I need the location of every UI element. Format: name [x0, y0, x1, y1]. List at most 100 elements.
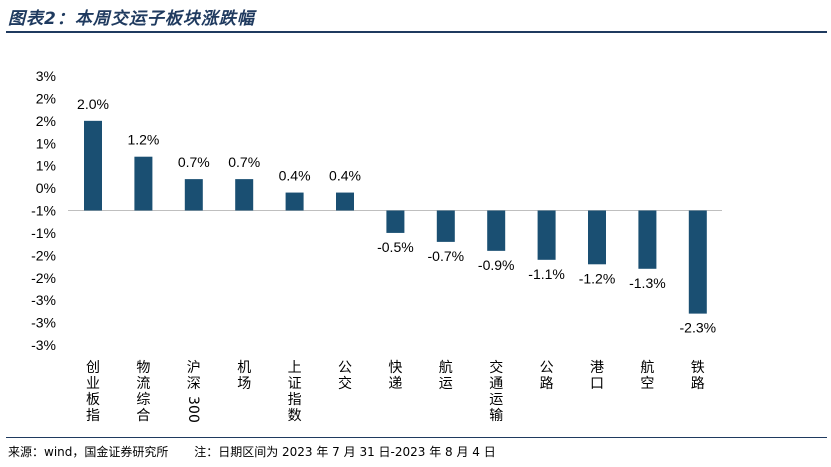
- category-glyph: 0: [185, 414, 201, 423]
- y-tick-label: -3%: [31, 292, 56, 308]
- data-label: -1.1%: [528, 266, 565, 282]
- bar: [537, 210, 556, 260]
- bar: [436, 210, 455, 242]
- category-glyph: 数: [288, 408, 302, 424]
- bar: [285, 192, 304, 211]
- category-glyph: 路: [691, 376, 705, 392]
- category-glyph: 机: [237, 360, 251, 376]
- category-glyph: 公: [338, 360, 352, 376]
- category-glyph: 指: [288, 392, 302, 408]
- category-glyph: 指: [86, 408, 100, 424]
- category-label: 航运: [439, 360, 453, 392]
- bar: [235, 179, 254, 211]
- category-glyph: 运: [439, 376, 453, 392]
- category-glyph: 创: [86, 360, 100, 376]
- footer-rule: [6, 437, 827, 438]
- bar: [134, 156, 153, 211]
- data-label: -0.5%: [377, 239, 414, 255]
- y-tick-label: -2%: [31, 270, 56, 286]
- category-glyph: 物: [136, 360, 150, 376]
- data-label: -0.7%: [428, 248, 465, 264]
- category-label: 公交: [338, 360, 352, 392]
- category-glyph: 综: [136, 392, 150, 408]
- data-label: -0.9%: [478, 257, 515, 273]
- data-label: -1.3%: [629, 275, 666, 291]
- y-tick-label: 2%: [36, 90, 56, 106]
- data-label: 1.2%: [127, 132, 159, 148]
- category-glyph: 3: [185, 396, 201, 405]
- data-label: -1.2%: [579, 270, 616, 286]
- data-label: 0.4%: [329, 168, 361, 184]
- bar: [386, 210, 405, 233]
- category-glyph: 空: [640, 376, 654, 392]
- data-label: 0.7%: [178, 154, 210, 170]
- category-label: 快递: [388, 360, 402, 392]
- chart-title: 图表2：本周交运子板块涨跌幅: [8, 9, 255, 29]
- category-glyph: 铁: [691, 360, 705, 376]
- y-tick-label: -2%: [31, 247, 56, 263]
- category-glyph: 0: [185, 405, 201, 414]
- y-axis: 3% 2% 2% 1% 1% 0% -1% -1% -2% -2% -3% -3% -3%: [31, 68, 56, 353]
- category-glyph: 沪: [187, 360, 201, 376]
- category-glyph: 输: [489, 408, 503, 424]
- category-glyph: 公: [540, 360, 554, 376]
- category-glyph: 深: [187, 376, 201, 392]
- data-label: 0.7%: [228, 154, 260, 170]
- y-tick-label: -3%: [31, 315, 56, 331]
- category-glyph: 口: [590, 376, 604, 392]
- category-label: 铁路: [691, 360, 705, 392]
- category-label: 公路: [540, 360, 554, 392]
- category-glyph: 场: [237, 376, 251, 392]
- category-glyph: 证: [288, 376, 302, 392]
- bar: [588, 210, 606, 265]
- category-glyph: 板: [86, 392, 100, 408]
- category-glyph: 港: [590, 360, 604, 376]
- category-glyph: 运: [489, 392, 503, 408]
- bar: [84, 120, 102, 211]
- y-tick-label: 2%: [36, 113, 56, 129]
- bar: [638, 210, 657, 269]
- y-tick-label: -1%: [31, 203, 56, 219]
- category-glyph: 交: [489, 359, 503, 376]
- source-note: 来源：wind，国金证券研究所: [8, 445, 169, 459]
- bar: [336, 192, 354, 211]
- y-tick-label: -3%: [31, 337, 56, 353]
- y-tick-label: 0%: [36, 180, 56, 196]
- title-rule: [6, 31, 827, 33]
- category-glyph: 流: [136, 376, 150, 392]
- category-glyph: 航: [640, 360, 654, 376]
- y-tick-label: -1%: [31, 225, 56, 241]
- bar-chart: 3% 2% 2% 1% 1% 0% -1% -1% -2% -2% -3% -3% -3% 2.0% 1.…: [31, 68, 722, 424]
- category-glyph: 航: [439, 360, 453, 376]
- data-labels: 2.0%1.2%0.7% 0.7%0.4% 0.4%-0.5%-0.7%-0.9%-…: [77, 96, 716, 336]
- y-tick-label: 1%: [36, 135, 56, 151]
- data-label: 0.4%: [279, 168, 311, 184]
- category-glyph: 递: [388, 376, 402, 392]
- date-range-note: 注：日期区间为 2023 年 7 月 31 日-2023 年 8 月 4 日: [194, 445, 496, 459]
- footer: 来源：wind，国金证券研究所 注：日期区间为 2023 年 7 月 31 日-…: [8, 443, 496, 460]
- category-label: 港口: [590, 360, 604, 392]
- category-label: 机场: [237, 360, 251, 392]
- bar: [184, 179, 203, 211]
- category-glyph: 快: [388, 360, 402, 376]
- category-label: 航空: [640, 360, 654, 392]
- category-glyph: 业: [86, 376, 100, 392]
- category-glyph: 通: [489, 376, 503, 392]
- data-label: 2.0%: [77, 96, 109, 112]
- y-tick-label: 1%: [36, 158, 56, 174]
- bar: [487, 210, 506, 251]
- bar: [688, 210, 707, 314]
- bars: [84, 120, 707, 314]
- category-glyph: 交: [338, 375, 352, 392]
- data-label: -2.3%: [680, 320, 717, 336]
- category-glyph: 上: [288, 360, 302, 376]
- y-tick-label: 3%: [36, 68, 56, 84]
- category-glyph: 路: [540, 376, 554, 392]
- category-glyph: 合: [136, 408, 150, 424]
